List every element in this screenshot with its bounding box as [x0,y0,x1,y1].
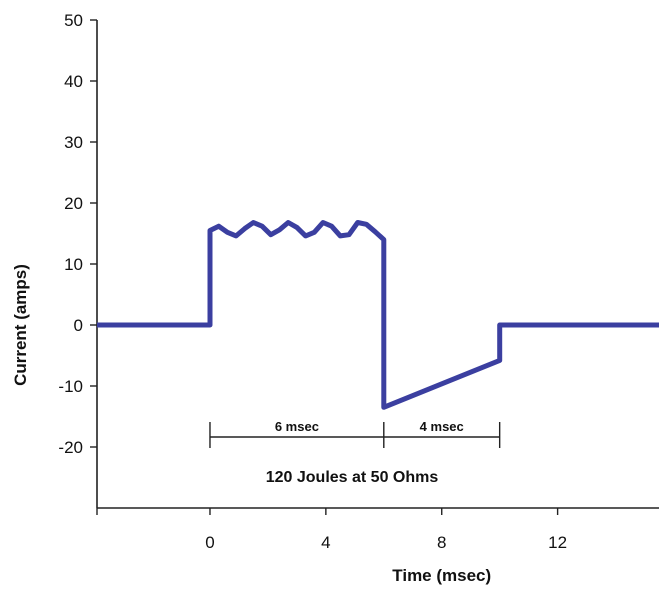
y-tick-label-20: 20 [64,194,83,213]
current-waveform-line [97,220,659,410]
y-tick-label-10: 10 [64,255,83,274]
x-tick-label-12: 12 [548,533,567,552]
x-tick-label-0: 0 [205,533,214,552]
series-layer [97,220,659,410]
energy-caption: 120 Joules at 50 Ohms [266,469,439,486]
y-tick-label-30: 30 [64,133,83,152]
x-axis-title: Time (msec) [392,566,491,585]
y-tick-label-40: 40 [64,72,83,91]
y-tick-label--10: -10 [58,377,83,396]
y-tick-label--20: -20 [58,438,83,457]
x-tick-label-4: 4 [321,533,330,552]
y-tick-label-0: 0 [74,316,83,335]
y-axis-title: Current (amps) [11,264,30,386]
y-tick-label-50: 50 [64,11,83,30]
bracket-6-msec-label: 6 msec [275,419,319,434]
axes-layer: 50 40 30 20 10 0 -10 -20 0 4 8 12 [58,11,659,552]
bracket-4-msec-label: 4 msec [420,419,464,434]
annotations-layer: 6 msec 4 msec 120 Joules at 50 Ohms [209,419,501,486]
x-tick-label-8: 8 [437,533,446,552]
